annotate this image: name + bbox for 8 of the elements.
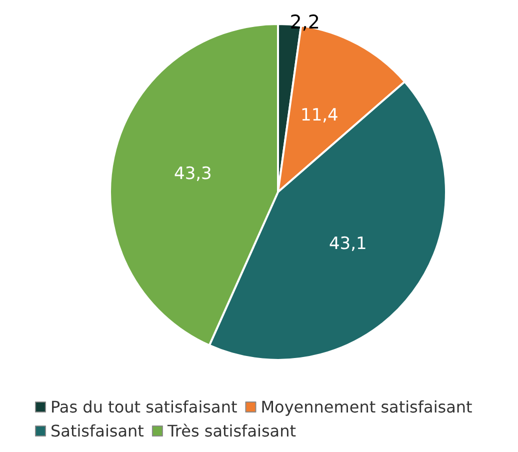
legend-label: Moyennement satisfaisant [260, 398, 472, 416]
data-label: 2,2 [290, 11, 320, 34]
legend-label: Pas du tout satisfaisant [50, 398, 238, 416]
data-label: 11,4 [300, 106, 338, 126]
data-label: 43,1 [328, 234, 367, 254]
data-label: 43,3 [174, 164, 212, 184]
legend-label: Satisfaisant [50, 422, 144, 440]
legend-label: Très satisfaisant [166, 422, 296, 440]
